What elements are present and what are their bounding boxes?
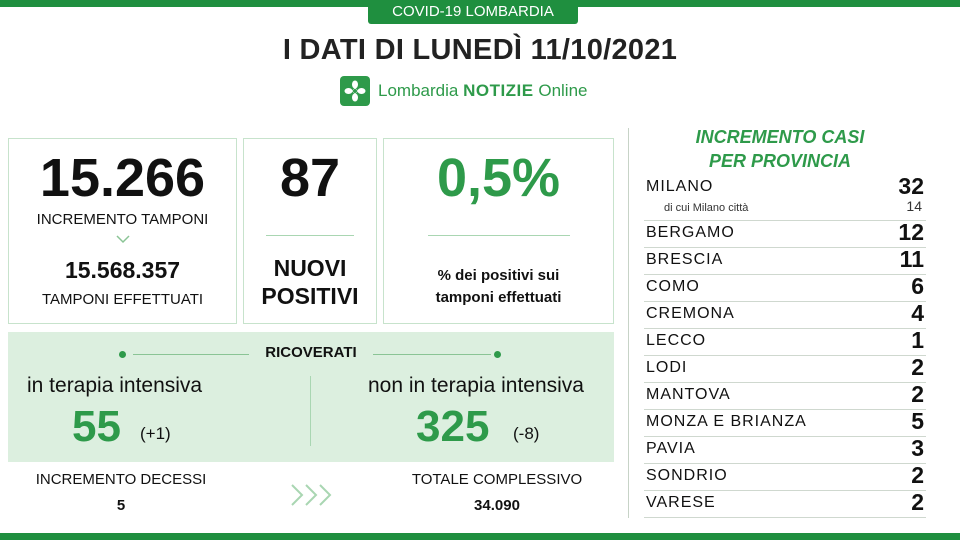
positivi-value: 87 [279,148,341,208]
milano-city-value: 14 [906,198,922,214]
province-value: 5 [911,408,924,434]
province-value: 6 [911,273,924,299]
province-row: VARESE 2 [644,489,926,518]
province-name: VARESE [646,494,716,511]
tamponi-increment-label: INCREMENTO TAMPONI [36,211,209,228]
percentuale-value: 0,5% [436,148,561,208]
region-banner: COVID-19 LOMBARDIA [368,0,578,24]
column-divider [628,128,629,518]
positivi-label-line2: POSITIVI [261,283,359,309]
decessi-value: 5 [116,497,126,514]
province-name: MANTOVA [646,386,731,403]
tamponi-increment: 15.266 [39,148,206,208]
non-intensiva-delta: (-8) [513,424,540,443]
province-value: 2 [911,489,924,515]
province-name: SONDRIO [646,467,728,484]
province-value: 11 [899,246,924,272]
dot-icon [494,351,501,358]
dot-icon [119,351,126,358]
province-row: BRESCIA 11 [644,246,926,275]
non-intensiva-label: non in terapia intensiva [368,374,584,397]
province-name: MONZA E BRIANZA [646,413,807,430]
intensiva-label: in terapia intensiva [27,374,203,397]
milano-city-label: di cui Milano città [664,202,749,214]
percentuale-card: 0,5% % dei positivi sui tamponi effettua… [383,138,614,324]
arrows-right-icon [288,482,336,513]
percentuale-label-line2: tamponi effettuati [435,289,562,306]
province-row: COMO 6 [644,273,926,302]
divider [373,354,491,355]
totale-value: 34.090 [474,497,520,514]
page-title: I DATI DI LUNEDÌ 11/10/2021 [282,34,678,66]
province-row: LODI 2 [644,354,926,383]
percentuale-label-line1: % dei positivi sui [437,267,560,284]
bottom-bar [0,533,960,540]
ricoverati-title: RICOVERATI [265,344,357,361]
province-row: SONDRIO 2 [644,462,926,491]
tamponi-card: 15.266 INCREMENTO TAMPONI 15.568.357 TAM… [8,138,237,324]
positivi-card: 87 NUOVI POSITIVI [243,138,377,324]
chevron-down-icon [9,231,236,247]
province-value: 2 [911,354,924,380]
province-value: 32 [898,173,924,199]
tamponi-total-label: TAMPONI EFFETTUATI [41,291,204,308]
province-value: 3 [911,435,924,461]
flower-logo-icon [340,76,370,106]
positivi-label-line1: NUOVI [273,255,347,281]
divider [428,235,570,236]
intensiva-delta: (+1) [140,424,171,443]
divider [133,354,249,355]
province-name: PAVIA [646,440,696,457]
brand: Lombardia NOTIZIE Online [340,74,588,108]
non-intensiva-value: 325 [416,402,490,451]
province-name: COMO [646,278,700,295]
intensiva-value: 55 [72,402,121,451]
province-name: LECCO [646,332,707,349]
divider [310,376,311,446]
province-row: PAVIA 3 [644,435,926,464]
province-name: BRESCIA [646,251,724,268]
province-title: INCREMENTO CASI PER PROVINCIA [695,127,865,171]
province-row: MANTOVA 2 [644,381,926,410]
totale-label: TOTALE COMPLESSIVO [411,471,583,488]
tamponi-total: 15.568.357 [64,257,181,283]
province-name: LODI [646,359,688,376]
ricoverati-panel: RICOVERATI in terapia intensiva 55 (+1) … [8,332,614,462]
province-row: CREMONA 4 [644,300,926,329]
divider [266,235,354,236]
province-row: MILANO 32 di cui Milano città 14 [644,173,926,221]
province-name: CREMONA [646,305,735,322]
province-row: LECCO 1 [644,327,926,356]
province-row: MONZA E BRIANZA 5 [644,408,926,437]
province-value: 12 [898,219,924,245]
province-value: 4 [911,300,924,326]
province-value: 2 [911,381,924,407]
province-name: MILANO [646,178,714,195]
brand-name: Lombardia NOTIZIE Online [378,81,588,100]
province-value: 1 [911,327,924,353]
province-row: BERGAMO 12 [644,219,926,248]
province-value: 2 [911,462,924,488]
decessi-label: INCREMENTO DECESSI [35,471,207,488]
province-name: BERGAMO [646,224,735,241]
